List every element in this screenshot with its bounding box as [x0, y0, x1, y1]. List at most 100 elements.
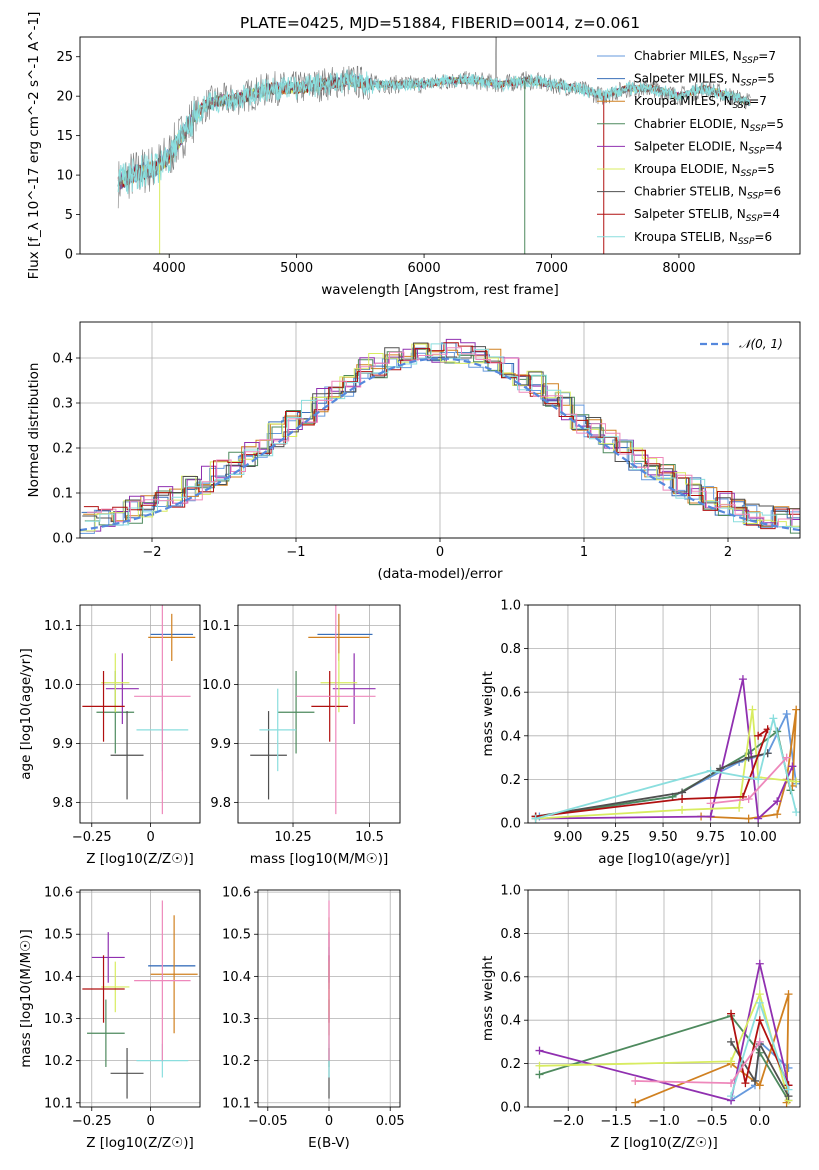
- y-tick-label: 0.2: [500, 773, 521, 788]
- weight-marker: [727, 1037, 736, 1046]
- y-tick-label: 5: [65, 208, 73, 223]
- x-tick-label: 1: [580, 545, 588, 560]
- y-tick-label: 9.9: [210, 737, 231, 752]
- panel-mass_vs_EBV: −0.05 0 0.05 10.1 10.2 10.3 10.4 10.5 10.6 E(B-V): [222, 886, 405, 1151]
- y-tick-label: 10.1: [202, 619, 231, 634]
- axes-frame: [79, 889, 201, 1108]
- x-axis-label: (data-model)/error: [377, 566, 503, 582]
- x-axis-label: E(B-V): [308, 1135, 350, 1151]
- y-tick-label: 10.6: [44, 886, 73, 901]
- y-tick-label: 10.4: [44, 970, 73, 985]
- y-tick-label: 0.0: [500, 1101, 521, 1116]
- axes-frame: [79, 36, 801, 255]
- x-tick-label: 0.0: [749, 1114, 770, 1129]
- weight-marker: [754, 814, 763, 823]
- x-tick-label: 0: [325, 1114, 333, 1129]
- weight-marker: [784, 990, 793, 999]
- panel-mass_vs_Z: −0.25 0 10.1 10.2 10.3 10.4 10.5 10.6 Z [log10(Z…: [18, 886, 201, 1151]
- weight-marker: [773, 797, 782, 806]
- y-tick-label: 9.8: [210, 796, 231, 811]
- weight-marker: [631, 1098, 640, 1107]
- y-axis-label: Flux [f_λ 10^-17 erg cm^-2 s^-1 A^-1]: [26, 12, 42, 280]
- y-tick-label: 0.2: [52, 442, 73, 457]
- residual-histogram: [83, 342, 800, 530]
- y-axis-label: Normed distribution: [26, 363, 42, 498]
- legend-label: Salpeter MILES, NSSP=5: [634, 72, 775, 89]
- panel-age_vs_Z: −0.25 0 9.8 9.9 10.0 10.1 Z [log10(Z/Z☉)] age […: [18, 604, 201, 867]
- weight-marker: [755, 1016, 764, 1025]
- y-tick-label: 10.5: [44, 928, 73, 943]
- legend-label: Kroupa ELODIE, NSSP=5: [634, 162, 775, 179]
- x-tick-label: −1.5: [600, 1114, 632, 1129]
- weight-marker: [784, 1063, 793, 1072]
- weight-marker: [716, 764, 725, 773]
- weight-marker: [782, 710, 791, 718]
- normal-curve: [80, 357, 800, 532]
- weight-marker: [744, 814, 753, 823]
- weight-marker: [754, 731, 763, 740]
- weight-marker: [727, 1057, 736, 1066]
- y-tick-label: 10.3: [44, 1012, 73, 1027]
- weight-marker: [773, 810, 782, 819]
- panel-weight_vs_age: 9.00 9.25 9.50 9.75 10.00 0.0 0.2 0.4 0.6 0.8 1.0 a…: [480, 599, 801, 867]
- y-tick-label: 0.4: [52, 352, 73, 367]
- x-tick-label: 0: [436, 545, 444, 560]
- y-tick-label: 0.8: [500, 927, 521, 942]
- weight-marker: [748, 705, 757, 714]
- weight-marker: [738, 675, 747, 684]
- y-tick-label: 0.6: [500, 686, 521, 701]
- y-tick-label: 0.8: [500, 642, 521, 657]
- weight-line: [535, 678, 794, 821]
- residual-histogram: [80, 343, 800, 532]
- x-tick-label: −2.0: [552, 1114, 584, 1129]
- y-tick-label: 0.0: [52, 532, 73, 547]
- x-tick-label: −0.25: [72, 1114, 112, 1129]
- residual-histogram: [82, 342, 800, 523]
- y-tick-label: 10.1: [44, 1096, 73, 1111]
- y-tick-label: 10: [56, 169, 73, 184]
- y-tick-label: 10.1: [44, 619, 73, 634]
- legend-label: Kroupa STELIB, NSSP=6: [634, 230, 772, 247]
- weight-marker: [788, 762, 797, 771]
- y-tick-label: 0.4: [500, 1014, 521, 1029]
- x-axis-label: wavelength [Angstrom, rest frame]: [321, 282, 559, 298]
- weight-marker: [755, 1037, 764, 1046]
- x-tick-label: −2: [142, 545, 161, 560]
- x-axis-label: mass [log10(M/M☉)]: [250, 851, 389, 867]
- x-tick-label: 4000: [153, 261, 186, 276]
- legend-label: Chabrier ELODIE, NSSP=5: [634, 117, 784, 134]
- weight-marker: [631, 1076, 640, 1085]
- kroupa-stelib-spectrum-line: [117, 69, 751, 195]
- panel-residuals: −2 −1 0 1 2 0.0 0.1 0.2 0.3 0.4 (data-model)/error…: [26, 321, 801, 582]
- plot-area: [250, 605, 376, 815]
- weight-marker: [535, 1070, 544, 1079]
- weight-line: [730, 1041, 790, 1097]
- x-tick-label: 9.75: [696, 830, 725, 845]
- y-tick-label: 10.1: [222, 1096, 251, 1111]
- y-tick-label: 10.2: [222, 1054, 251, 1069]
- plot-area: [117, 37, 751, 254]
- x-tick-label: 10.00: [740, 830, 777, 845]
- plot-area: [80, 338, 800, 534]
- weight-marker: [755, 1081, 764, 1090]
- x-tick-label: −0.25: [72, 830, 112, 845]
- axes-frame: [237, 604, 401, 824]
- weight-line: [535, 726, 770, 818]
- legend-label: Salpeter STELIB, NSSP=4: [634, 207, 780, 224]
- weight-marker: [792, 705, 800, 714]
- weight-marker: [535, 1061, 544, 1070]
- y-tick-label: 10.5: [222, 928, 251, 943]
- y-tick-label: 10.0: [202, 678, 231, 693]
- y-tick-label: 0.1: [52, 487, 73, 502]
- y-tick-label: 20: [56, 90, 73, 105]
- weight-marker: [750, 1076, 759, 1085]
- weight-line: [701, 709, 798, 820]
- weight-marker: [784, 1085, 793, 1094]
- y-axis-label: mass weight: [480, 671, 496, 756]
- weight-marker: [678, 795, 687, 804]
- weight-marker: [706, 812, 715, 821]
- x-tick-label: 0.05: [376, 1114, 405, 1129]
- panel-spectrum: 4000 5000 6000 7000 8000 0 5 10 15 20 25 wavelength…: [26, 12, 801, 298]
- weight-marker: [727, 1092, 736, 1101]
